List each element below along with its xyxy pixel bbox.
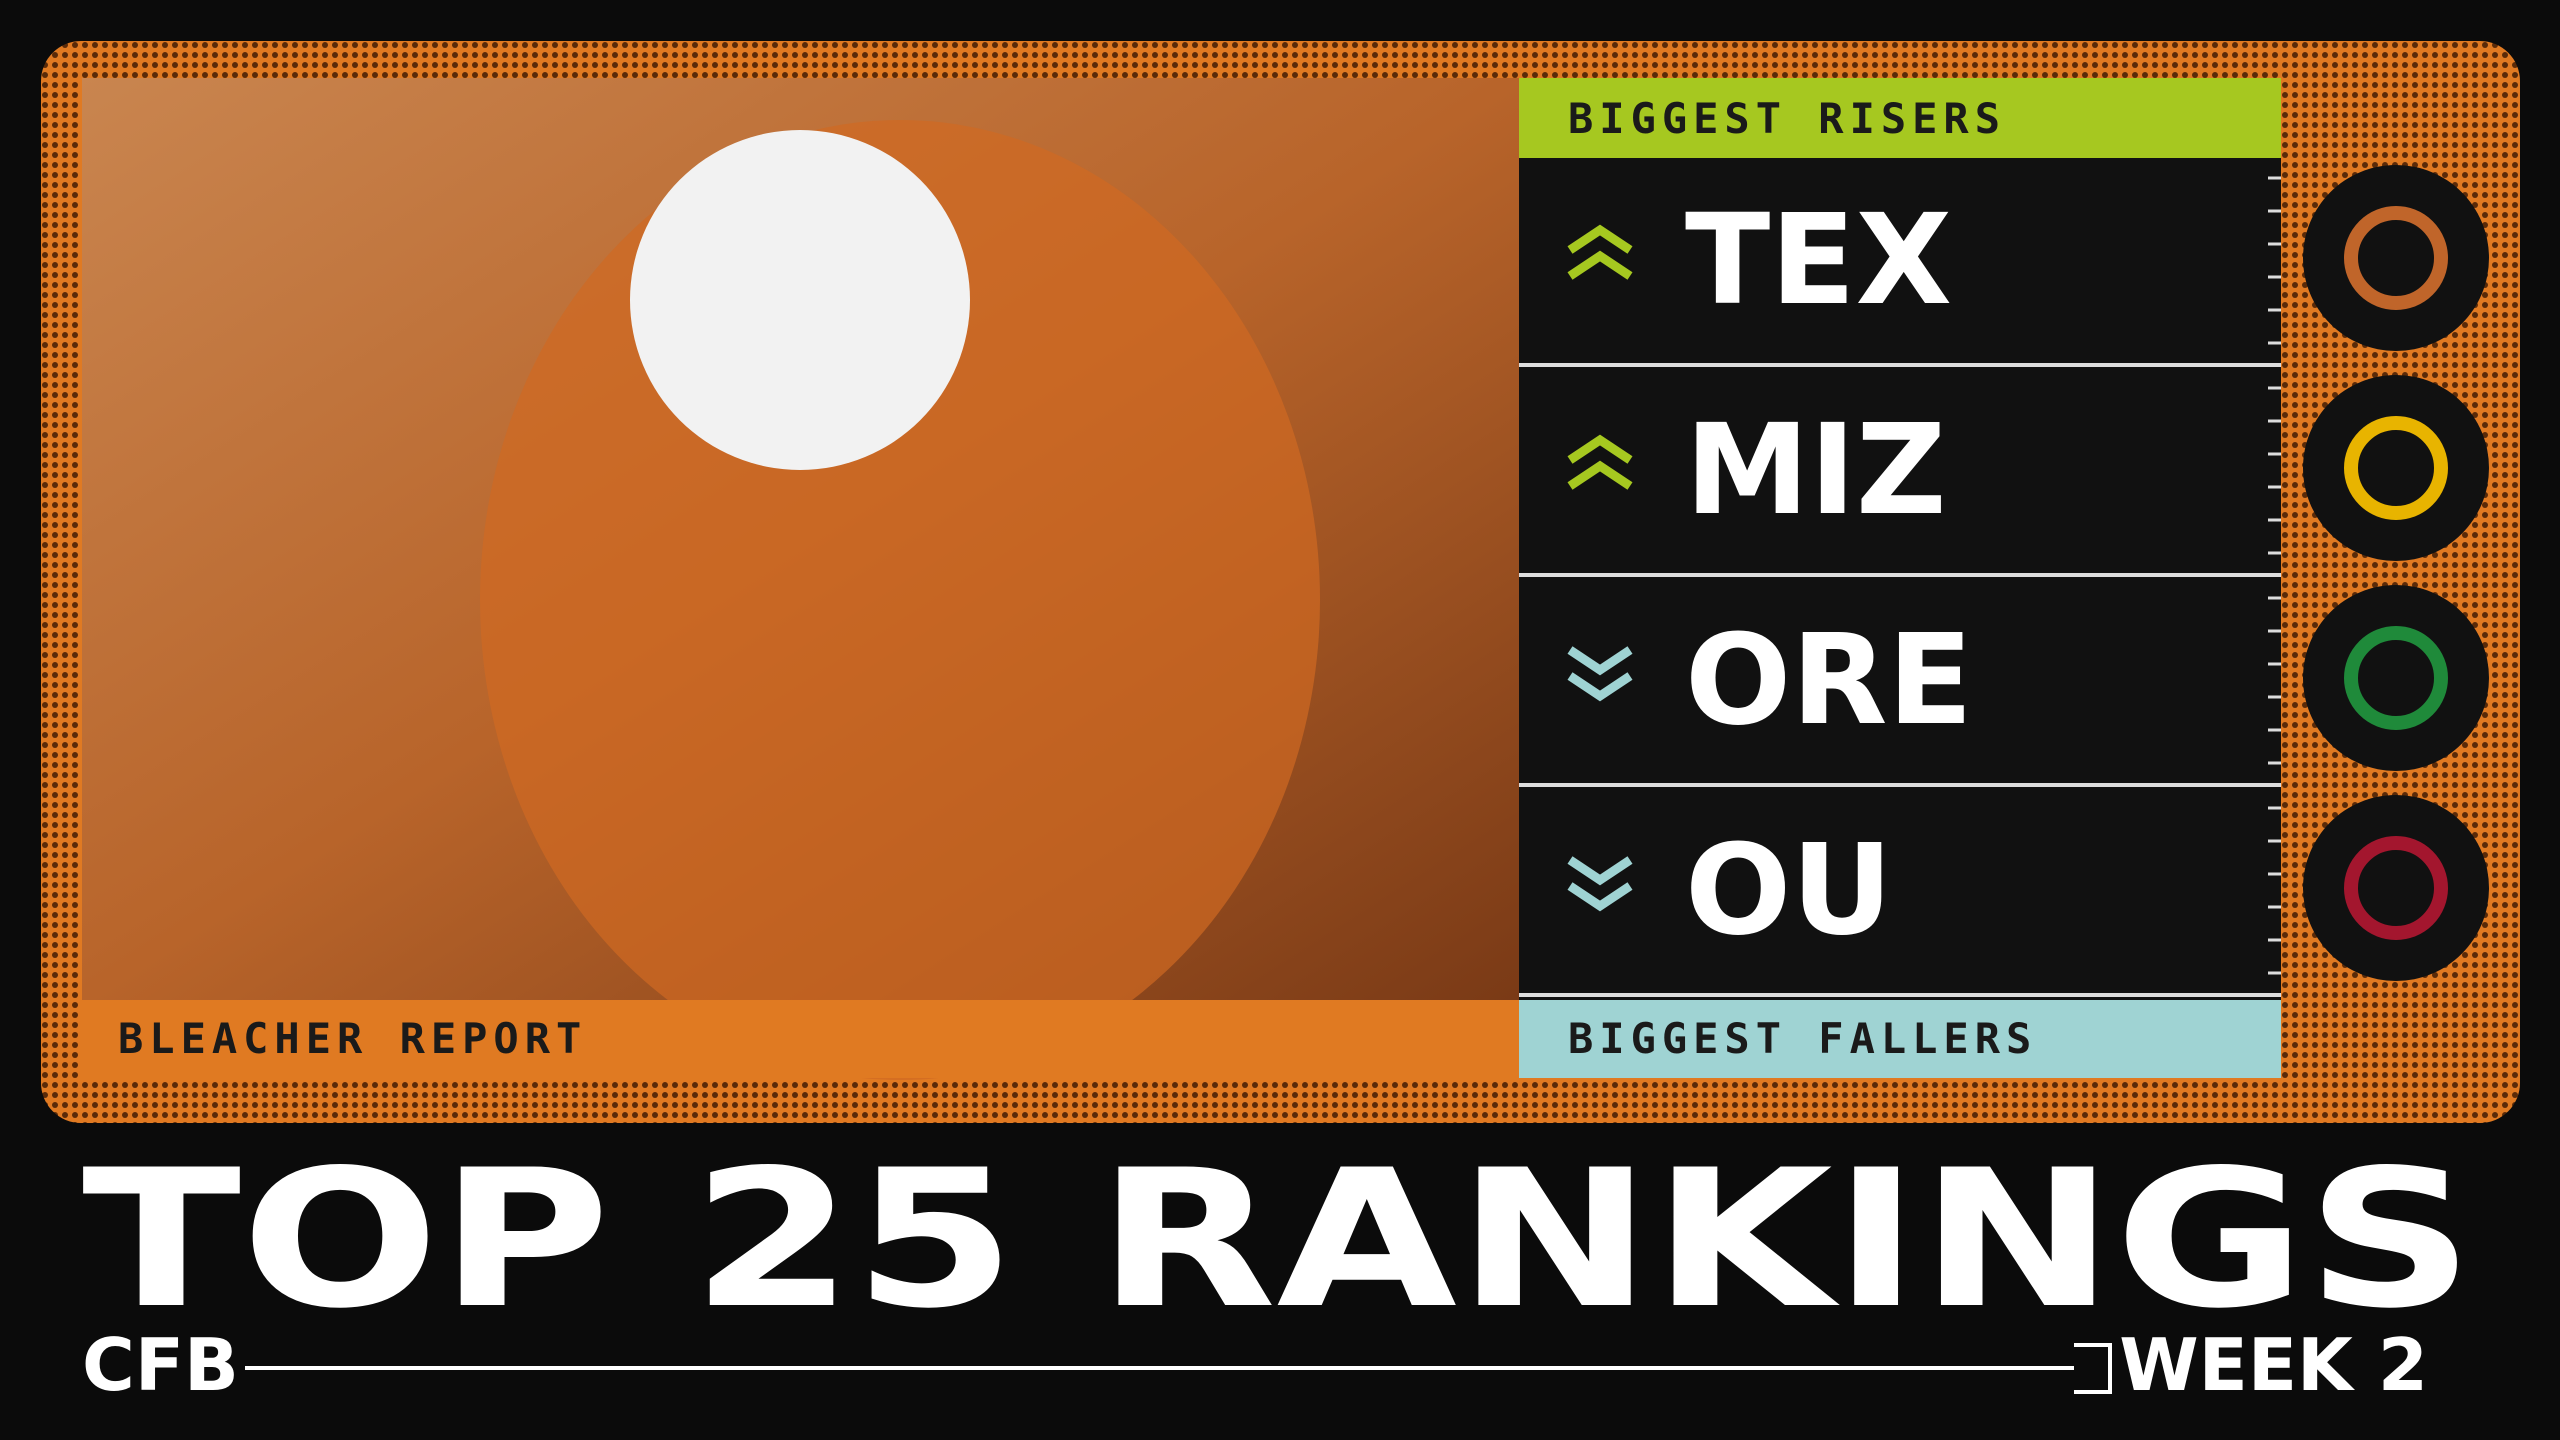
team-logo bbox=[2303, 795, 2489, 981]
riser-arrow bbox=[1567, 434, 1633, 464]
fallers-label: BIGGEST FALLERS bbox=[1568, 1014, 2037, 1063]
team-logo bbox=[2303, 375, 2489, 561]
main-title: TOP 25 RANKINGS bbox=[82, 1129, 2474, 1350]
faller-arrow bbox=[1567, 646, 1633, 676]
team-logo-mark bbox=[2344, 626, 2448, 730]
risers-label: BIGGEST RISERS bbox=[1568, 94, 2006, 143]
rank-panel bbox=[1519, 78, 2281, 1078]
team-rows: TEX MIZ ORE OU bbox=[1519, 165, 2489, 997]
faller-arrow bbox=[1567, 882, 1633, 912]
helmet bbox=[630, 130, 970, 470]
divider bbox=[245, 1343, 2112, 1394]
team-logo-mark bbox=[2344, 836, 2448, 940]
team-name: MIZ bbox=[1685, 398, 1947, 543]
team-logo-mark bbox=[2344, 416, 2448, 520]
team-name: OU bbox=[1685, 818, 1893, 963]
faller-arrow bbox=[1567, 672, 1633, 702]
team-logo-mark bbox=[2344, 206, 2448, 310]
team-logo bbox=[2303, 585, 2489, 771]
team-name: ORE bbox=[1685, 608, 1973, 753]
team-name: TEX bbox=[1685, 188, 1952, 333]
riser-arrow bbox=[1567, 460, 1633, 490]
risers-header bbox=[1519, 78, 2281, 158]
week-label: WEEK 2 bbox=[2119, 1323, 2428, 1407]
team-logo bbox=[2303, 165, 2489, 351]
riser-arrow bbox=[1567, 224, 1633, 254]
fallers-header bbox=[1519, 1000, 2281, 1078]
brand-label: BLEACHER REPORT bbox=[118, 1014, 587, 1063]
brand-bar bbox=[82, 1000, 1519, 1078]
sport-label: CFB bbox=[82, 1323, 239, 1407]
riser-arrow bbox=[1567, 250, 1633, 280]
faller-arrow bbox=[1567, 856, 1633, 886]
